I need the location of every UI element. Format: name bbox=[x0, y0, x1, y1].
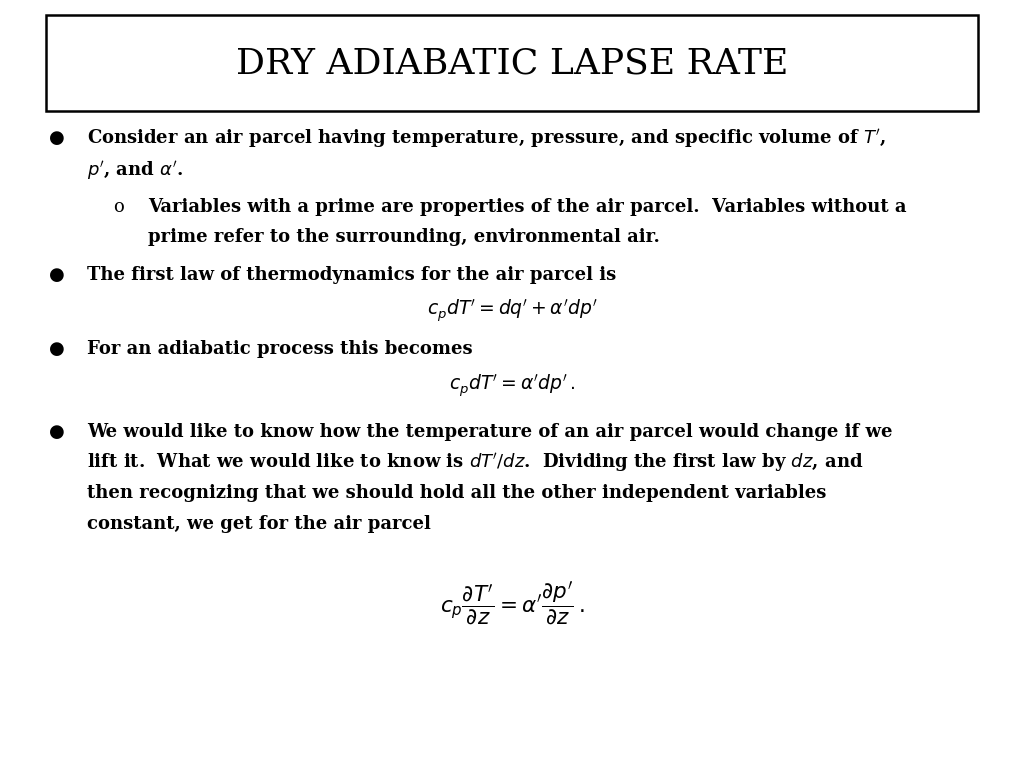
Text: $c_p dT' = \alpha' dp'\,.$: $c_p dT' = \alpha' dp'\,.$ bbox=[449, 372, 575, 399]
Text: Variables with a prime are properties of the air parcel.  Variables without a: Variables with a prime are properties of… bbox=[148, 198, 907, 217]
Text: prime refer to the surrounding, environmental air.: prime refer to the surrounding, environm… bbox=[148, 227, 660, 246]
Text: ●: ● bbox=[49, 340, 65, 359]
FancyBboxPatch shape bbox=[46, 15, 978, 111]
Text: $p'$, and $\alpha'$.: $p'$, and $\alpha'$. bbox=[87, 159, 183, 182]
Text: $c_p \dfrac{\partial T'}{\partial z} = \alpha' \dfrac{\partial p'}{\partial z}\,: $c_p \dfrac{\partial T'}{\partial z} = \… bbox=[439, 579, 585, 627]
Text: The first law of thermodynamics for the air parcel is: The first law of thermodynamics for the … bbox=[87, 266, 616, 284]
Text: Consider an air parcel having temperature, pressure, and specific volume of $T'$: Consider an air parcel having temperatur… bbox=[87, 127, 886, 150]
Text: DRY ADIABATIC LAPSE RATE: DRY ADIABATIC LAPSE RATE bbox=[236, 47, 788, 81]
Text: We would like to know how the temperature of an air parcel would change if we: We would like to know how the temperatur… bbox=[87, 422, 893, 441]
Text: $c_p dT' = dq' + \alpha' dp'$: $c_p dT' = dq' + \alpha' dp'$ bbox=[427, 297, 597, 323]
Text: For an adiabatic process this becomes: For an adiabatic process this becomes bbox=[87, 340, 473, 359]
Text: ●: ● bbox=[49, 422, 65, 441]
Text: constant, we get for the air parcel: constant, we get for the air parcel bbox=[87, 515, 431, 533]
Text: then recognizing that we should hold all the other independent variables: then recognizing that we should hold all… bbox=[87, 484, 826, 502]
Text: ●: ● bbox=[49, 266, 65, 284]
Text: o: o bbox=[113, 198, 123, 217]
Text: ●: ● bbox=[49, 129, 65, 147]
Text: lift it.  What we would like to know is $dT'/dz$.  Dividing the first law by $dz: lift it. What we would like to know is $… bbox=[87, 451, 863, 474]
